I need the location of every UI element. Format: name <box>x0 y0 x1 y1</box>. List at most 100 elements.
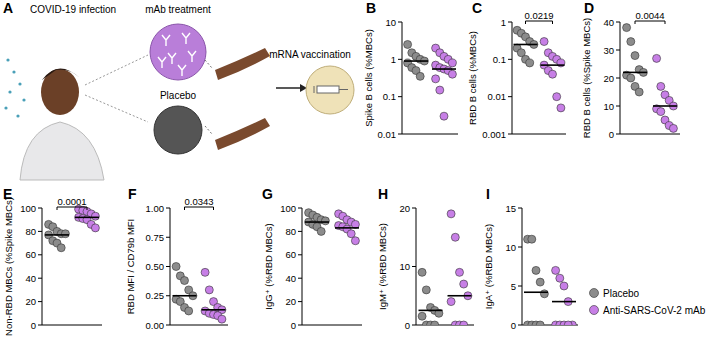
y-tick <box>518 247 522 248</box>
median <box>448 295 472 297</box>
panel: C0.0010.010.11RBD B cells (%MBCs)0.0219 <box>467 0 566 140</box>
y-tick-label: 80 <box>285 226 296 237</box>
x-axis <box>302 325 362 326</box>
panel: F0.000.250.500.751.00RBD MFI / CD79b MFI… <box>125 186 228 331</box>
median <box>305 221 329 223</box>
point <box>404 40 412 48</box>
y-tick-label: 0 <box>609 129 614 140</box>
vaccine-circle <box>306 66 354 114</box>
droplet <box>4 106 7 109</box>
y-tick <box>398 96 402 97</box>
point <box>418 312 426 320</box>
y-tick-label: 0.01 <box>488 91 507 102</box>
panel: B0.010.1110Spike B cells (%MBCs) <box>363 0 458 140</box>
y-tick <box>508 96 512 97</box>
mab-circle <box>150 24 206 80</box>
point <box>556 274 564 282</box>
torso <box>20 122 104 180</box>
y-tick-label: 100 <box>280 203 296 214</box>
point <box>317 227 325 235</box>
y-tick <box>412 208 416 209</box>
legend-label: Placebo <box>603 288 640 299</box>
connector <box>85 55 148 122</box>
median <box>514 44 538 46</box>
point <box>447 210 455 218</box>
point <box>460 321 468 325</box>
y-tick-label: 0 <box>511 320 516 331</box>
median <box>75 217 99 219</box>
y-tick <box>398 59 402 60</box>
point <box>172 263 180 271</box>
y-tick <box>508 59 512 60</box>
point <box>540 290 548 298</box>
point <box>552 266 560 274</box>
y-axis-label: RBD MFI / CD79b MFI <box>125 219 136 315</box>
y-tick <box>298 278 302 279</box>
y-tick <box>298 254 302 255</box>
point <box>418 268 426 276</box>
point <box>456 268 464 276</box>
y-tick-label: 0.00 <box>146 320 165 331</box>
y-tick-label: 5 <box>511 281 516 292</box>
point <box>347 230 355 238</box>
median <box>653 105 677 107</box>
median <box>419 310 443 312</box>
median <box>404 60 428 62</box>
schematic: ACOVID-19 infectionmAb treatmentPlacebom… <box>3 0 354 180</box>
point <box>218 315 226 323</box>
droplet <box>6 58 9 61</box>
y-tick <box>616 134 620 135</box>
y-tick <box>166 266 170 267</box>
droplet <box>16 114 19 117</box>
point <box>448 59 456 67</box>
marks <box>404 40 457 120</box>
marks <box>45 205 100 252</box>
legend-label: Anti-SARS-CoV-2 mAb <box>603 305 706 316</box>
significance-bracket <box>526 21 553 24</box>
point <box>432 75 440 83</box>
y-tick <box>508 134 512 135</box>
droplet <box>8 90 11 93</box>
marks <box>305 209 360 245</box>
point <box>553 93 561 101</box>
p-value: 0.0001 <box>57 196 86 207</box>
schematic-label: mAb treatment <box>145 4 211 15</box>
y-axis <box>522 208 523 325</box>
y-tick <box>298 325 302 326</box>
y-tick-label: 0.01 <box>378 129 397 140</box>
y-tick-label: 20 <box>399 203 410 214</box>
panel-letter: H <box>378 186 388 202</box>
marks <box>623 24 678 133</box>
p-value: 0.0219 <box>524 10 553 21</box>
significance-bracket <box>57 207 87 210</box>
syringe <box>317 86 339 93</box>
panel: G020406080100IgG⁺ (%RBD MBCs) <box>262 186 362 331</box>
y-tick <box>38 208 42 209</box>
point <box>185 307 193 315</box>
point <box>657 108 665 116</box>
y-tick <box>38 325 42 326</box>
y-tick-label: 0.75 <box>146 232 165 243</box>
median <box>432 68 456 70</box>
marks <box>513 26 565 112</box>
hair <box>42 68 80 80</box>
arm <box>215 48 270 80</box>
median <box>202 309 226 311</box>
y-tick-label: 80 <box>25 226 36 237</box>
y-tick <box>166 237 170 238</box>
point <box>447 298 455 306</box>
panel-letter: G <box>262 186 273 202</box>
y-axis-label: Spike B cells (%MBCs) <box>363 29 374 127</box>
schematic-label: mRNA vaccination <box>269 49 351 60</box>
point <box>627 38 635 46</box>
point <box>536 278 544 286</box>
y-tick <box>298 208 302 209</box>
placebo-circle <box>154 106 202 154</box>
point <box>460 280 468 288</box>
y-tick <box>518 325 522 326</box>
significance-bracket <box>185 207 214 210</box>
panel: H01020IgM⁺ (%RBD MBCs) <box>377 186 474 331</box>
y-tick-label: 20 <box>25 296 36 307</box>
p-value: 0.0044 <box>635 10 664 21</box>
median <box>173 295 197 297</box>
